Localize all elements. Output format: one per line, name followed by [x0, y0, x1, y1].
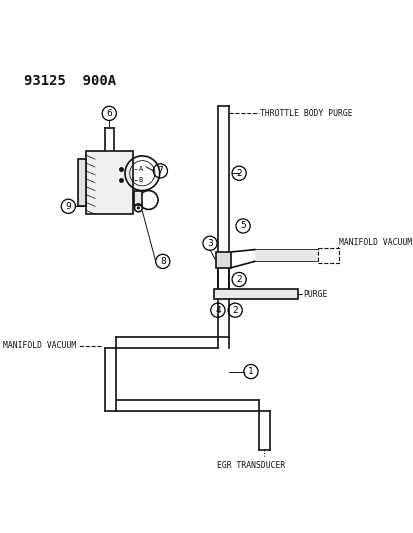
Circle shape [136, 206, 140, 209]
Text: 6: 6 [106, 109, 112, 118]
Text: PURGE: PURGE [303, 289, 327, 298]
Text: 2: 2 [236, 169, 241, 177]
Bar [134, 190, 142, 205]
Text: 93125  900A: 93125 900A [24, 74, 116, 88]
Text: MANIFOLD VACUUM: MANIFOLD VACUUM [3, 341, 76, 350]
Text: MANIFOLD VACUUM: MANIFOLD VACUUM [338, 238, 411, 247]
Bar [78, 159, 85, 206]
Bar [215, 252, 231, 268]
Text: 3: 3 [206, 239, 212, 248]
Text: 2: 2 [232, 306, 237, 314]
Bar [214, 289, 297, 299]
Text: 7: 7 [157, 166, 163, 175]
Text: 8: 8 [159, 257, 165, 266]
Text: EGR TRANSDUCER: EGR TRANSDUCER [216, 461, 285, 470]
Text: 5: 5 [240, 222, 245, 230]
Text: B: B [138, 176, 142, 182]
Text: 2: 2 [236, 275, 241, 284]
Bar [317, 248, 338, 263]
Text: 1: 1 [247, 367, 253, 376]
Bar [254, 249, 317, 261]
Bar [85, 151, 133, 214]
Text: A: A [138, 166, 142, 172]
Text: 4: 4 [214, 306, 220, 314]
Text: 9: 9 [65, 202, 71, 211]
Text: THROTTLE BODY PURGE: THROTTLE BODY PURGE [260, 109, 352, 118]
